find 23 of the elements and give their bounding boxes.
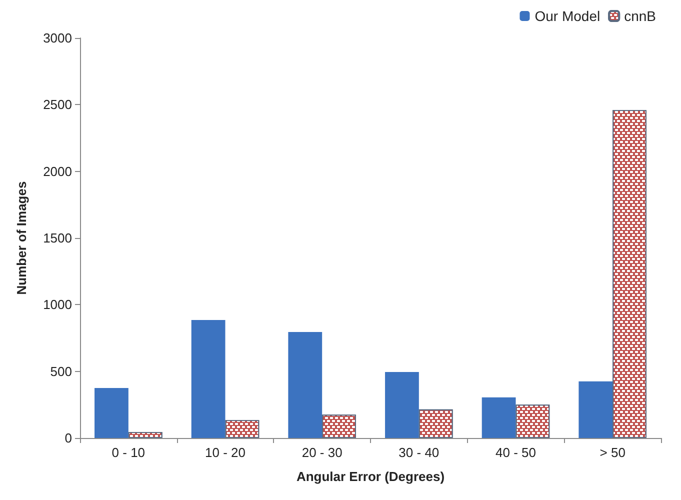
y-tick-label: 1500: [43, 230, 72, 246]
y-tick-label: 1000: [43, 297, 72, 312]
bar: [385, 372, 419, 438]
y-tick-label: 2000: [43, 164, 72, 179]
bar: [94, 388, 128, 438]
y-axis-title: Number of Images: [14, 181, 29, 295]
legend-label: cnnB: [624, 8, 656, 24]
x-tick-label: 0 - 10: [112, 445, 146, 460]
x-tick-label: 10 - 20: [205, 445, 246, 460]
x-tick-label: 40 - 50: [496, 445, 536, 460]
x-tick-label: 30 - 40: [398, 445, 440, 460]
x-tick-label: > 50: [600, 445, 626, 460]
bar: [578, 381, 613, 438]
bar: [482, 397, 516, 438]
bar: [288, 332, 322, 438]
y-tick-label: 500: [50, 364, 72, 379]
x-axis-title: Angular Error (Degrees): [296, 469, 445, 484]
y-tick-label: 2500: [43, 97, 72, 112]
x-tick-label: 20 - 30: [302, 445, 342, 460]
bar: [191, 320, 226, 438]
y-tick-label: 3000: [43, 30, 72, 46]
legend-label: Our Model: [534, 8, 600, 24]
y-tick-label: 0: [64, 430, 72, 446]
